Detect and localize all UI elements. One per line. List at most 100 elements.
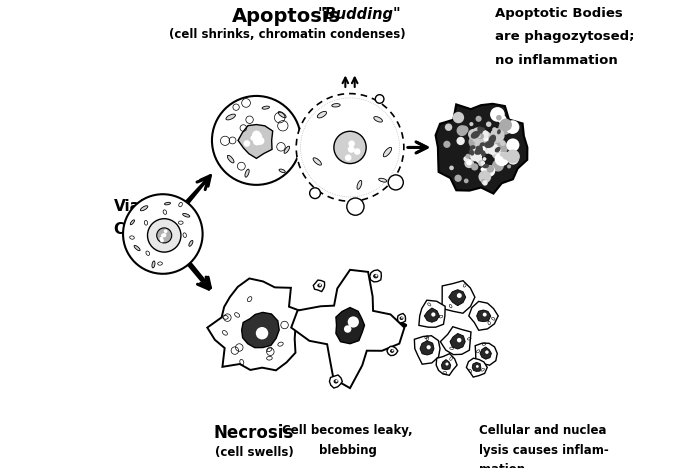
Point xyxy=(384,349,395,357)
Point xyxy=(315,322,326,329)
Point xyxy=(259,179,270,186)
Point xyxy=(233,167,244,175)
Point xyxy=(271,289,282,297)
Point xyxy=(368,136,379,144)
Point xyxy=(154,224,165,232)
Point xyxy=(445,287,456,294)
Point xyxy=(250,130,261,137)
Point xyxy=(309,285,320,292)
Circle shape xyxy=(375,95,384,103)
Point xyxy=(130,226,141,234)
Point xyxy=(261,101,272,109)
Point xyxy=(329,352,340,359)
Point xyxy=(383,349,394,357)
Point xyxy=(342,187,353,195)
Point xyxy=(193,227,204,235)
Point xyxy=(365,161,376,169)
Circle shape xyxy=(388,175,403,190)
Point xyxy=(127,205,138,213)
Point xyxy=(125,252,136,259)
Point xyxy=(159,209,170,216)
Point xyxy=(162,215,173,223)
Point xyxy=(364,167,375,175)
Point xyxy=(300,148,311,156)
Point xyxy=(322,308,333,315)
Point xyxy=(311,285,322,292)
Point xyxy=(270,165,281,173)
Point xyxy=(372,172,383,180)
Point xyxy=(235,337,246,344)
Point xyxy=(156,259,167,267)
Point xyxy=(207,137,218,145)
Point xyxy=(356,311,367,318)
Point xyxy=(245,336,256,344)
Point xyxy=(231,171,242,179)
Point xyxy=(138,211,149,219)
Point xyxy=(358,314,369,321)
Point xyxy=(168,192,179,199)
Point xyxy=(228,101,239,109)
Point xyxy=(209,145,220,153)
Point xyxy=(342,327,353,335)
Text: no inflammation: no inflammation xyxy=(495,54,618,67)
Point xyxy=(341,306,352,314)
Point xyxy=(427,316,438,324)
Point xyxy=(257,305,268,312)
Point xyxy=(355,352,366,359)
Point xyxy=(272,288,283,295)
Point xyxy=(477,356,488,364)
Point xyxy=(377,128,388,136)
Point xyxy=(364,96,375,103)
Point xyxy=(332,292,343,300)
Circle shape xyxy=(453,112,464,123)
Point xyxy=(381,316,392,324)
Circle shape xyxy=(472,146,477,152)
Point xyxy=(292,135,303,143)
Point xyxy=(394,157,405,164)
Point xyxy=(349,372,360,379)
Point xyxy=(129,254,140,262)
Point xyxy=(344,149,355,156)
Point xyxy=(153,197,164,204)
Point xyxy=(361,194,372,202)
Point xyxy=(154,220,165,227)
Point xyxy=(371,161,382,168)
Point xyxy=(165,203,176,211)
Point xyxy=(472,304,483,311)
Point xyxy=(177,252,188,260)
Point xyxy=(322,165,333,172)
Point xyxy=(187,211,198,218)
Point xyxy=(375,123,386,131)
Point xyxy=(257,359,268,367)
Point xyxy=(208,129,219,136)
Point xyxy=(274,323,285,330)
Point xyxy=(292,310,303,317)
Point xyxy=(257,112,268,119)
Circle shape xyxy=(484,147,490,154)
Ellipse shape xyxy=(182,213,190,217)
Point xyxy=(318,176,329,183)
Point xyxy=(152,197,163,204)
Point xyxy=(351,176,362,183)
Point xyxy=(441,292,452,299)
Point xyxy=(384,347,395,354)
Point xyxy=(396,331,407,338)
Point xyxy=(252,339,263,347)
Point xyxy=(119,229,130,236)
Point xyxy=(243,155,254,162)
Point xyxy=(185,250,196,257)
Point xyxy=(372,269,383,277)
Point xyxy=(446,357,457,364)
Point xyxy=(314,277,324,285)
Circle shape xyxy=(499,118,512,131)
Point xyxy=(310,153,321,161)
Point xyxy=(378,117,389,125)
Point xyxy=(372,189,383,197)
Point xyxy=(307,152,318,160)
Point xyxy=(142,204,153,211)
Point xyxy=(355,338,366,345)
Ellipse shape xyxy=(284,146,289,154)
Point xyxy=(349,160,360,167)
Circle shape xyxy=(506,120,519,134)
Point xyxy=(244,357,255,365)
